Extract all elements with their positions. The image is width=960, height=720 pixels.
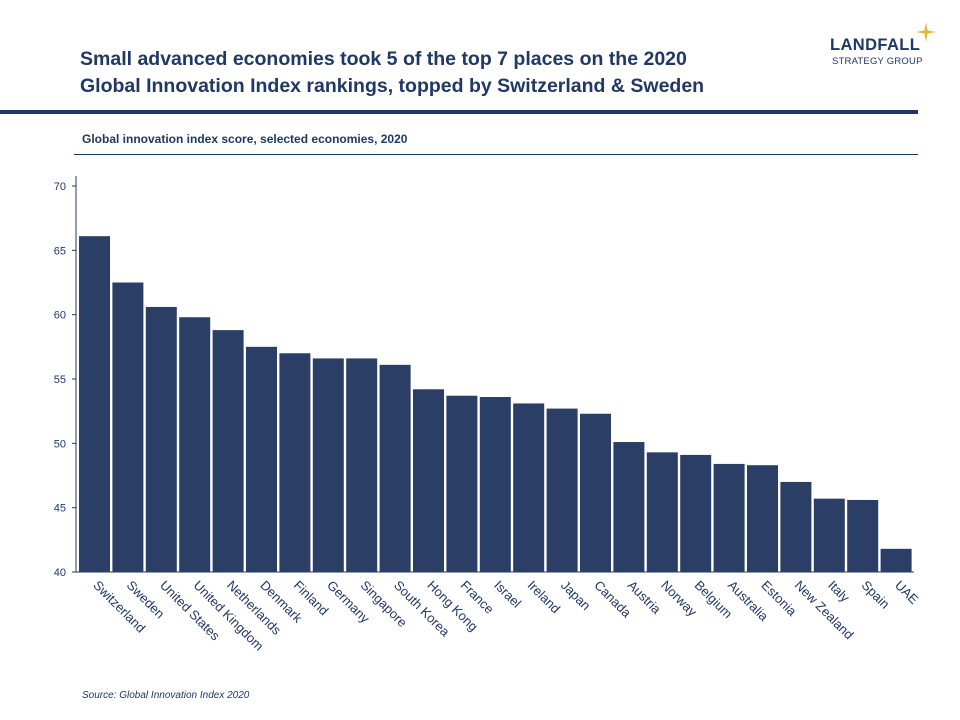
source-note: Source: Global Innovation Index 2020 xyxy=(82,690,250,701)
subtitle-divider xyxy=(74,154,918,155)
bars xyxy=(79,236,912,572)
bar-israel xyxy=(479,397,511,572)
bar-netherlands xyxy=(212,330,244,572)
bar-austria xyxy=(613,442,645,572)
x-tick-label: Norway xyxy=(658,578,700,620)
bar-spain xyxy=(847,499,879,572)
bar-singapore xyxy=(346,358,378,572)
title-line-1: Small advanced economies took 5 of the t… xyxy=(80,48,687,70)
bar-finland xyxy=(279,353,311,572)
bar-uae xyxy=(880,548,912,572)
y-tick-label: 60 xyxy=(54,310,66,322)
bar-japan xyxy=(546,408,578,572)
header-divider xyxy=(0,110,918,114)
bar-new-zealand xyxy=(780,481,812,572)
bar-estonia xyxy=(747,465,778,572)
bar-united-kingdom xyxy=(179,317,211,572)
bar-italy xyxy=(813,498,845,572)
y-tick-label: 40 xyxy=(54,567,66,579)
title-line-2: Global Innovation Index rankings, topped… xyxy=(80,75,705,97)
x-tick-label: Ireland xyxy=(525,578,564,617)
chart-subtitle: Global innovation index score, selected … xyxy=(82,132,408,146)
bar-sweden xyxy=(112,282,144,572)
bar-france xyxy=(446,395,478,572)
x-tick-label: Japan xyxy=(558,578,594,614)
x-tick-label: Spain xyxy=(859,578,893,612)
bar-denmark xyxy=(246,346,277,572)
bar-belgium xyxy=(680,454,712,572)
bar-south-korea xyxy=(379,364,411,572)
logo-name: LANDFALL xyxy=(830,36,921,54)
bar-australia xyxy=(713,463,745,572)
star-icon xyxy=(916,22,936,42)
bar-norway xyxy=(646,452,678,572)
bar-ireland xyxy=(513,403,545,572)
y-tick-label: 50 xyxy=(54,438,66,450)
y-tick-label: 65 xyxy=(54,245,66,257)
y-tick-label: 55 xyxy=(54,374,66,386)
chart-title: Small advanced economies took 5 of the t… xyxy=(80,46,800,100)
bar-switzerland xyxy=(79,236,110,572)
x-tick-label: UAE xyxy=(892,578,922,608)
y-tick-label: 70 xyxy=(54,181,66,193)
bar-united-states xyxy=(145,306,177,572)
bar-hong-kong xyxy=(413,389,444,572)
landfall-logo: LANDFALL STRATEGY GROUP xyxy=(826,22,942,74)
x-tick-label: Italy xyxy=(825,578,853,606)
y-tick-label: 45 xyxy=(54,503,66,515)
bar-germany xyxy=(312,358,344,572)
bar-canada xyxy=(580,413,611,572)
logo-tagline: STRATEGY GROUP xyxy=(832,56,923,67)
